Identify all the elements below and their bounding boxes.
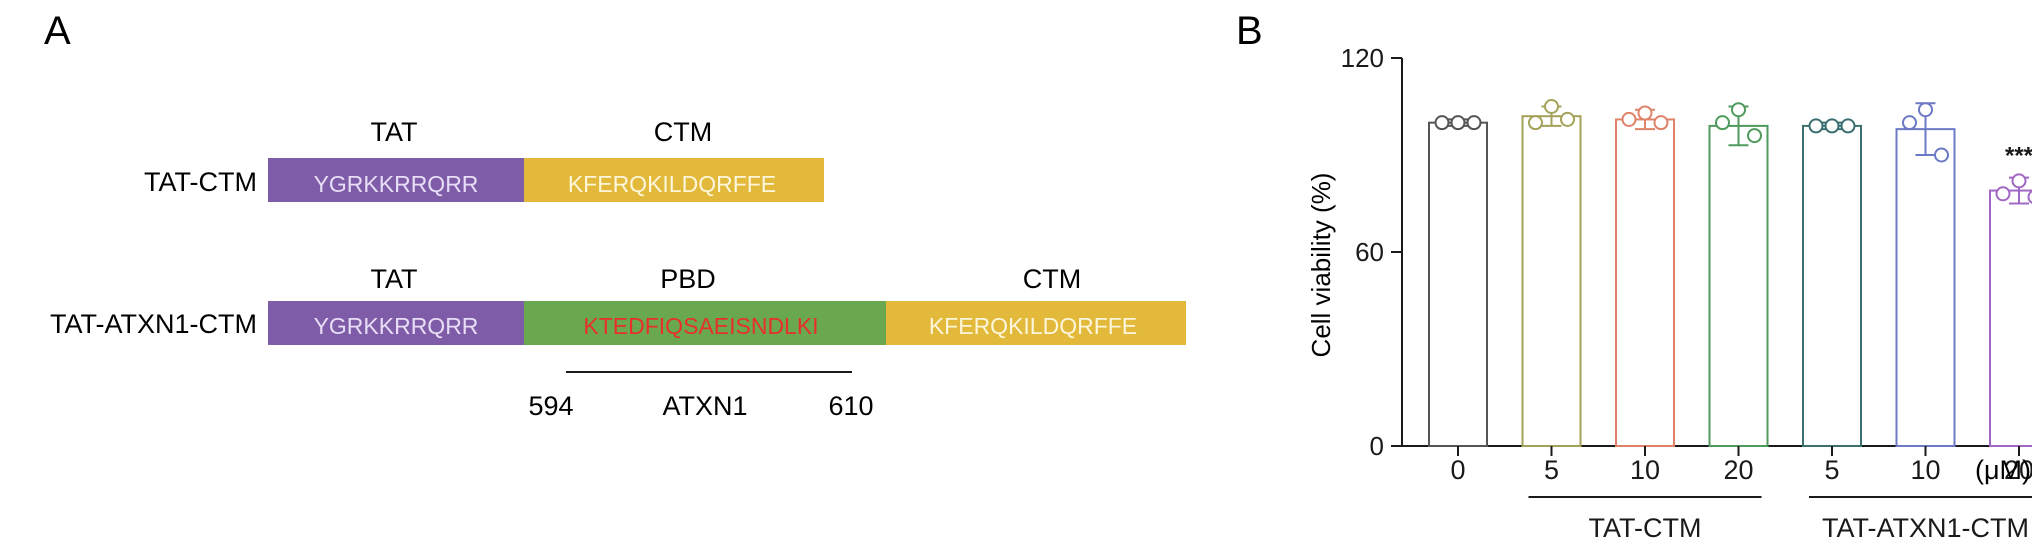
- bar: [1521, 115, 1582, 447]
- data-point: [1528, 115, 1543, 131]
- bar: [1615, 118, 1675, 448]
- x-tick-label: 10: [1630, 455, 1660, 485]
- bar: [1895, 128, 1956, 447]
- bar: [1708, 124, 1769, 448]
- data-point: [1808, 118, 1824, 134]
- segment-label: CTM: [654, 117, 712, 147]
- data-point: [1715, 115, 1730, 131]
- x-tick-label: 20: [2004, 455, 2032, 485]
- y-axis-label: Cell viability (%): [1306, 173, 1336, 358]
- construct-tat-atxn1-ctm: TAT-ATXN1-CTM TAT YGRKKRRQRR PBD KTEDFIQ…: [50, 264, 1186, 345]
- atxn1-range: 594 ATXN1 610: [528, 371, 874, 421]
- data-point: [1934, 147, 1949, 163]
- panel-a-letter: A: [44, 9, 71, 53]
- panel-b: B Cell viability (%) 0 60 120 *** 0 5 10 20 5 1…: [1236, 9, 2032, 543]
- data-point: [1621, 111, 1637, 127]
- bar: [1802, 124, 1862, 448]
- group-label: TAT-ATXN1-CTM: [1822, 513, 2029, 543]
- range-end: 610: [828, 391, 873, 421]
- segment-sequence: KFERQKILDQRFFE: [929, 313, 1137, 339]
- segment-sequence: YGRKKRRQRR: [314, 313, 479, 339]
- data-point: [1902, 115, 1917, 131]
- data-point: [1450, 115, 1466, 131]
- data-point: [1560, 111, 1575, 127]
- data-point: [1995, 186, 2011, 202]
- data-point: [1637, 105, 1653, 121]
- construct-name: TAT-ATXN1-CTM: [50, 309, 257, 339]
- segment-pbd-bar: [524, 301, 886, 345]
- data-point: [1918, 102, 1933, 118]
- x-tick-label: 10: [1910, 455, 1940, 485]
- x-tick-label: 5: [1544, 455, 1559, 485]
- group-label: TAT-CTM: [1589, 513, 1702, 543]
- range-label: ATXN1: [662, 391, 747, 421]
- data-point: [1747, 128, 1762, 144]
- chart-bars: ***: [1428, 99, 2032, 448]
- data-point: [1653, 115, 1669, 131]
- y-tick-label: 120: [1341, 43, 1384, 73]
- segment-label: TAT: [371, 117, 418, 147]
- y-tick-label: 0: [1370, 431, 1384, 461]
- construct-name: TAT-CTM: [144, 167, 257, 197]
- data-point: [2011, 173, 2027, 189]
- bar: [1989, 189, 2032, 447]
- segment-ctm-bar: [524, 158, 824, 202]
- panel-b-letter: B: [1236, 9, 1263, 53]
- segment-sequence: KTEDFIQSAEISNDLKI: [583, 313, 818, 339]
- data-point: [1731, 102, 1746, 118]
- segment-ctm-bar: [886, 301, 1186, 345]
- segment-tat-bar: [268, 301, 524, 345]
- data-point: [2027, 190, 2032, 204]
- data-point: [1840, 118, 1856, 134]
- data-point: [1434, 115, 1450, 131]
- significance-label: ***: [2005, 143, 2032, 170]
- panel-a: A TAT-CTM TAT YGRKKRRQRR CTM KFERQKILDQR…: [44, 9, 1186, 421]
- unit-label: (μM): [1975, 455, 2031, 485]
- segment-label: PBD: [660, 264, 716, 294]
- data-point: [1466, 115, 1482, 131]
- range-start: 594: [528, 391, 573, 421]
- y-tick-label: 60: [1355, 237, 1384, 267]
- x-tick-label: 5: [1824, 455, 1839, 485]
- segment-sequence: KFERQKILDQRFFE: [568, 171, 776, 197]
- segment-tat-bar: [268, 158, 524, 202]
- chart-x-tick-labels: 0 5 10 20 5 10 20 TAT-CTM TAT-ATXN1-CTM: [1450, 446, 2032, 543]
- construct-tat-ctm: TAT-CTM TAT YGRKKRRQRR CTM KFERQKILDQRFF…: [144, 117, 824, 202]
- data-point: [1544, 99, 1559, 114]
- x-tick-label: 0: [1450, 455, 1465, 485]
- segment-label: CTM: [1023, 264, 1081, 294]
- x-tick-label: 20: [1723, 455, 1753, 485]
- data-point: [1824, 118, 1840, 134]
- segment-sequence: YGRKKRRQRR: [314, 171, 479, 197]
- segment-label: TAT: [371, 264, 418, 294]
- bar: [1428, 121, 1488, 448]
